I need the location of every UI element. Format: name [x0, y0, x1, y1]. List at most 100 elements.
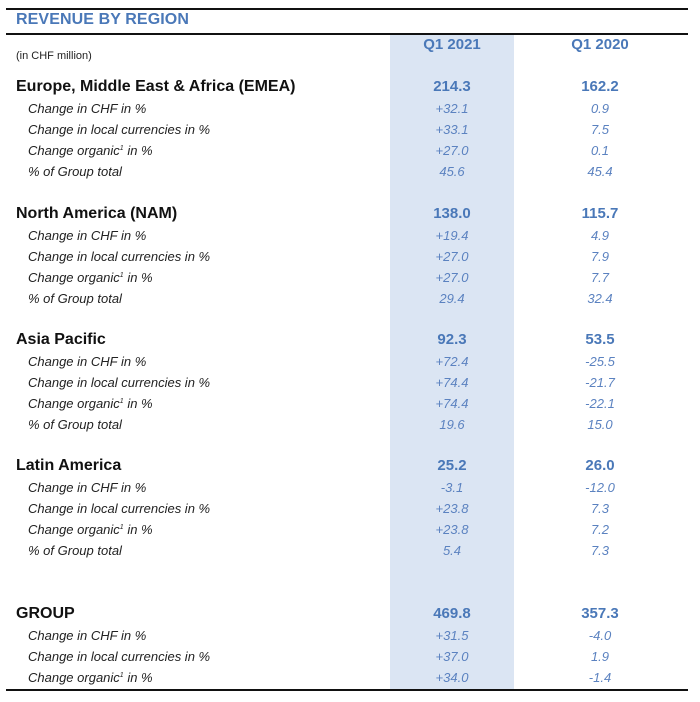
- row-label: Change in local currencies in %: [28, 249, 210, 264]
- row-label: Change in CHF in %: [28, 628, 146, 643]
- value-q1-2021: +74.4: [435, 375, 469, 390]
- table-row: Change organic1 in % +74.4 -22.1: [0, 393, 700, 414]
- row-label-text: Change in local currencies in %: [28, 122, 211, 137]
- section-value-q1-2021: 25.2: [437, 457, 467, 474]
- value-q1-2021: 29.4: [439, 291, 465, 306]
- value-q1-2020: 0.1: [590, 143, 610, 158]
- row-label-suffix: in %: [123, 670, 153, 685]
- section-value-q1-2021: 214.3: [433, 78, 471, 95]
- section-header-group: GROUP 469.8 357.3: [0, 604, 700, 625]
- row-label: Change in local currencies in %: [28, 375, 210, 390]
- row-label: % of Group total: [28, 291, 122, 306]
- row-label: % of Group total: [28, 543, 122, 558]
- row-label: % of Group total: [28, 164, 122, 179]
- value-q1-2021: -3.1: [440, 480, 464, 495]
- row-label: Change organic1 in %: [28, 143, 153, 158]
- value-q1-2021: +74.4: [435, 396, 469, 411]
- table-row: Change in CHF in % +72.4 -25.5: [0, 351, 700, 372]
- section-name: Asia Pacific: [16, 331, 106, 348]
- table-row: Change in CHF in % +19.4 4.9: [0, 225, 700, 246]
- value-q1-2020: 15.0: [587, 417, 613, 432]
- q1-2021-column-highlight: [390, 34, 514, 690]
- row-label: Change organic1 in %: [28, 270, 153, 285]
- value-q1-2021: +27.0: [435, 143, 469, 158]
- row-label: Change in CHF in %: [28, 354, 146, 369]
- footnote-marker: 1: [119, 524, 124, 531]
- value-q1-2020: 7.7: [590, 270, 610, 285]
- table-row: % of Group total 5.4 7.3: [0, 540, 700, 561]
- value-q1-2020: 7.3: [590, 543, 610, 558]
- row-label-text: % of Group total: [28, 543, 122, 558]
- row-label-text: Change in local currencies in %: [28, 501, 211, 516]
- section-value-q1-2021: 138.0: [433, 205, 471, 222]
- unit-note: (in CHF million): [16, 50, 92, 62]
- table-row: Change organic1 in % +27.0 7.7: [0, 267, 700, 288]
- table-row: Change organic1 in % +27.0 0.1: [0, 140, 700, 161]
- section-value-q1-2021: 469.8: [433, 605, 471, 622]
- section-value-q1-2020: 26.0: [585, 457, 615, 474]
- row-label: Change organic1 in %: [28, 522, 153, 537]
- top-rule: [6, 8, 688, 10]
- row-label: Change in CHF in %: [28, 228, 146, 243]
- value-q1-2021: +27.0: [435, 270, 469, 285]
- value-q1-2020: -25.5: [585, 354, 615, 369]
- row-label: Change in CHF in %: [28, 101, 146, 116]
- row-label: Change organic1 in %: [28, 670, 153, 685]
- section-name: Latin America: [16, 457, 122, 474]
- section-header-asia-pacific: Asia Pacific 92.3 53.5: [0, 330, 700, 351]
- table-row: Change in local currencies in % +37.0 1.9: [0, 646, 700, 667]
- value-q1-2021: +27.0: [435, 249, 469, 264]
- row-label-text: % of Group total: [28, 164, 122, 179]
- row-label-suffix: in %: [123, 522, 153, 537]
- value-q1-2020: -21.7: [585, 375, 615, 390]
- value-q1-2020: 7.9: [590, 249, 610, 264]
- column-header-q1-2020: Q1 2020: [571, 36, 629, 53]
- value-q1-2020: 7.5: [590, 122, 610, 137]
- row-label-text: Change organic: [28, 670, 120, 685]
- row-label-text: % of Group total: [28, 291, 122, 306]
- section-name: GROUP: [16, 605, 75, 622]
- row-label-text: Change organic: [28, 522, 120, 537]
- row-label: Change organic1 in %: [28, 396, 153, 411]
- table-row: Change in local currencies in % +27.0 7.9: [0, 246, 700, 267]
- row-label-text: Change in CHF in %: [28, 228, 147, 243]
- value-q1-2020: 4.9: [590, 228, 610, 243]
- section-value-q1-2020: 162.2: [581, 78, 619, 95]
- row-label: Change in CHF in %: [28, 480, 146, 495]
- section-value-q1-2020: 53.5: [585, 331, 615, 348]
- table-row: Change in local currencies in % +74.4 -21.…: [0, 372, 700, 393]
- row-label-text: Change organic: [28, 143, 120, 158]
- row-label-text: Change in local currencies in %: [28, 249, 211, 264]
- table-row: Change in local currencies in % +23.8 7.3: [0, 498, 700, 519]
- section-header-europe-middle-east-africa-emea: Europe, Middle East & Africa (EMEA) 214.3…: [0, 77, 700, 98]
- table-row: Change in CHF in % -3.1 -12.0: [0, 477, 700, 498]
- value-q1-2021: +19.4: [435, 228, 469, 243]
- value-q1-2020: 7.2: [590, 522, 610, 537]
- row-label-suffix: in %: [123, 270, 153, 285]
- section-header-latin-america: Latin America 25.2 26.0: [0, 456, 700, 477]
- value-q1-2021: 5.4: [442, 543, 462, 558]
- table-row: % of Group total 45.6 45.4: [0, 161, 700, 182]
- table-row: Change organic1 in % +23.8 7.2: [0, 519, 700, 540]
- table-row: % of Group total 19.6 15.0: [0, 414, 700, 435]
- table-row: % of Group total 29.4 32.4: [0, 288, 700, 309]
- footnote-marker: 1: [119, 272, 124, 279]
- section-value-q1-2020: 115.7: [581, 205, 619, 222]
- row-label-text: Change in local currencies in %: [28, 649, 211, 664]
- value-q1-2021: +31.5: [435, 628, 469, 643]
- table-title: REVENUE BY REGION: [16, 11, 189, 28]
- title-rule: [6, 33, 688, 35]
- row-label-text: Change in CHF in %: [28, 354, 147, 369]
- table-row: Change organic1 in % +34.0 -1.4: [0, 667, 700, 688]
- row-label: % of Group total: [28, 417, 122, 432]
- section-header-north-america-nam: North America (NAM) 138.0 115.7: [0, 204, 700, 225]
- value-q1-2020: 7.3: [590, 501, 610, 516]
- value-q1-2020: 32.4: [587, 291, 613, 306]
- value-q1-2020: -1.4: [588, 670, 612, 685]
- value-q1-2021: +37.0: [435, 649, 469, 664]
- value-q1-2020: -4.0: [588, 628, 612, 643]
- value-q1-2021: 45.6: [439, 164, 465, 179]
- row-label-text: Change organic: [28, 270, 120, 285]
- value-q1-2020: 0.9: [590, 101, 610, 116]
- value-q1-2020: -22.1: [585, 396, 615, 411]
